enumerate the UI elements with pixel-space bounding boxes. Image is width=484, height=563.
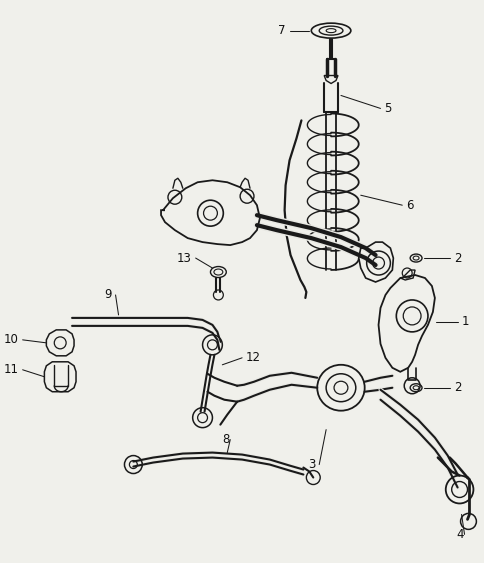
- Text: 12: 12: [245, 351, 260, 364]
- Text: 5: 5: [384, 102, 391, 115]
- Text: 7: 7: [277, 24, 285, 37]
- Text: 3: 3: [307, 458, 315, 471]
- Text: 9: 9: [104, 288, 111, 301]
- Text: 8: 8: [222, 433, 229, 446]
- Text: 13: 13: [177, 252, 191, 265]
- Ellipse shape: [325, 29, 335, 33]
- Text: 1: 1: [461, 315, 468, 328]
- Text: 2: 2: [453, 381, 460, 394]
- Text: 11: 11: [4, 363, 19, 376]
- Text: 2: 2: [453, 252, 460, 265]
- Text: 4: 4: [456, 528, 463, 541]
- Text: 10: 10: [4, 333, 19, 346]
- Text: 6: 6: [406, 199, 413, 212]
